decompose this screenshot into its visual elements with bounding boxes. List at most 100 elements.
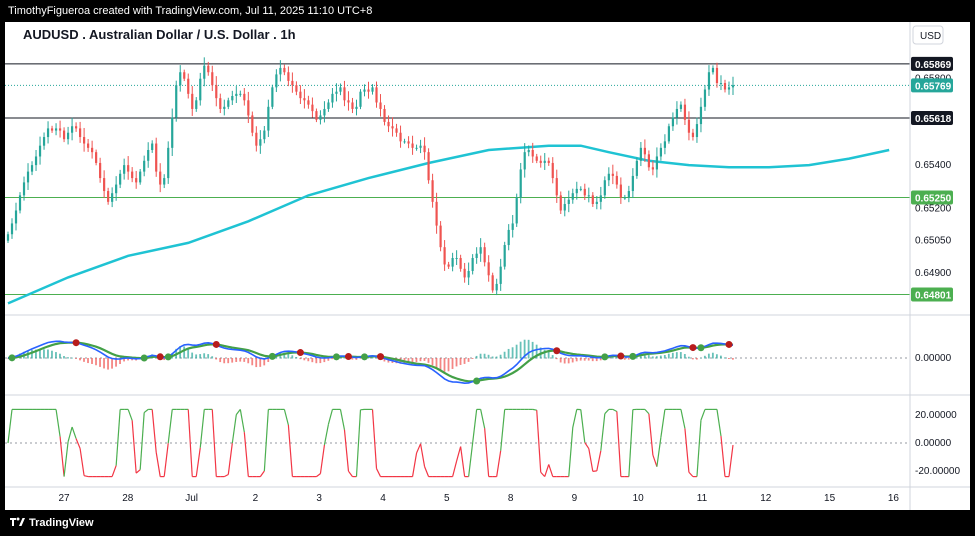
macd-line — [7, 340, 734, 385]
chart-panel[interactable]: 0.00000 20.00000 0.00000 -20.00000 27 28 Jul… — [5, 22, 970, 510]
macd-histogram-bar — [47, 349, 49, 359]
macd-histogram-bar — [415, 358, 418, 363]
macd-cross-dot — [689, 344, 697, 352]
candle-body — [559, 195, 562, 211]
candle-body — [54, 128, 58, 131]
macd-histogram-bar — [475, 355, 478, 359]
macd-histogram-bar — [535, 344, 538, 359]
oscillator-segment — [648, 413, 654, 456]
macd-histogram-bar — [463, 358, 466, 364]
candle-body — [567, 199, 570, 204]
last-price-badge-label: 0.65769 — [915, 81, 952, 92]
macd-histogram-bar — [83, 358, 85, 362]
candle-body — [42, 137, 46, 146]
candle-body — [555, 178, 558, 196]
oscillator-segment — [319, 444, 326, 474]
candle-body — [671, 117, 675, 127]
candle-body — [34, 156, 38, 166]
candle-body — [691, 132, 695, 138]
moving-average-line — [7, 144, 890, 305]
candle-body — [695, 124, 699, 138]
macd-histogram-bar — [667, 353, 670, 359]
macd-histogram-bar — [99, 358, 101, 367]
caption-bar: TimothyFigueroa created with TradingView… — [0, 0, 975, 22]
candle-body — [395, 128, 398, 133]
level-badge-label: 0.65618 — [915, 114, 952, 125]
candle-body — [91, 147, 94, 153]
macd-histogram-bar — [35, 349, 37, 359]
candle-body — [643, 147, 646, 155]
macd-histogram-bar — [383, 358, 386, 362]
macd-histogram-bar — [123, 358, 125, 362]
price-axis[interactable]: 0.658000.654000.652000.650500.649000.658… — [911, 56, 953, 302]
candle-body — [435, 201, 438, 226]
oscillator-segment — [59, 436, 65, 477]
candle-body — [471, 258, 474, 271]
candle-body — [26, 171, 30, 183]
candle-body — [391, 126, 394, 129]
candle-body — [155, 143, 158, 172]
candle-body — [543, 160, 546, 163]
macd-histogram-bar — [707, 353, 710, 359]
currency-button[interactable] — [912, 25, 944, 45]
macd-histogram-bar — [651, 356, 654, 359]
candle-body — [583, 188, 586, 196]
macd-cross-dot — [268, 352, 276, 360]
oscillator-segment — [347, 470, 353, 477]
oscillator-segment — [628, 409, 634, 477]
candle-body — [667, 126, 671, 142]
tradingview-icon — [10, 517, 25, 526]
macd-histogram-bar — [579, 358, 582, 361]
time-tick-label: 4 — [380, 493, 386, 504]
candle-body — [315, 111, 318, 120]
candle-body — [347, 100, 350, 103]
candle-body — [259, 139, 262, 146]
macd-cross-dot — [697, 344, 705, 352]
oscillator-segment — [115, 409, 121, 466]
time-tick-label: 15 — [824, 493, 836, 504]
macd-histogram-bar — [255, 358, 258, 368]
time-tick-label: 28 — [122, 493, 134, 504]
candle-body — [215, 85, 218, 99]
candle-body — [351, 102, 354, 109]
macd-histogram-bar — [503, 351, 506, 359]
candle-body — [235, 93, 238, 96]
oscillator-segment — [243, 432, 249, 477]
candle-body — [367, 89, 370, 92]
macd-histogram-bar — [467, 358, 470, 362]
oscillator-segment — [151, 409, 157, 453]
oscillator-segment — [135, 469, 141, 474]
oscillator-segment — [411, 452, 418, 477]
macd-histogram-bar — [59, 353, 61, 359]
oscillator-segment — [7, 409, 13, 444]
macd-histogram-bar — [119, 358, 121, 365]
macd-histogram-bar — [163, 358, 166, 361]
macd-histogram-bar — [243, 358, 246, 362]
candle-body — [659, 147, 663, 157]
time-axis[interactable]: 27 28 Jul 2 3 4 5 8 9 10 11 12 15 16 — [58, 493, 899, 504]
level-badge-box — [911, 111, 953, 126]
candle-body — [219, 98, 222, 109]
candle-body — [475, 253, 478, 258]
level-badge-box — [911, 190, 953, 205]
candle-body — [291, 80, 294, 86]
candle-body — [95, 152, 98, 163]
candle-body — [587, 195, 590, 197]
oscillator-segment — [452, 460, 458, 477]
macd-histogram-bar — [67, 357, 69, 359]
macd-histogram-bar — [235, 358, 238, 362]
macd-histogram-bar — [511, 347, 514, 359]
macd-histogram-bar — [723, 357, 726, 359]
macd-histogram-bar — [207, 354, 210, 359]
candle-body — [579, 188, 582, 190]
candle-body — [355, 106, 358, 109]
macd-histogram-bar — [655, 356, 658, 359]
chart-title: AUDUSD . Australian Dollar / U.S. Dollar… — [23, 27, 296, 42]
macd-histogram-bar — [411, 358, 414, 363]
macd-histogram-bar — [247, 358, 250, 364]
candle-body — [139, 171, 142, 183]
macd-cross-dot — [553, 347, 561, 355]
candle-body — [70, 126, 74, 133]
oscillator-segment — [480, 409, 486, 429]
